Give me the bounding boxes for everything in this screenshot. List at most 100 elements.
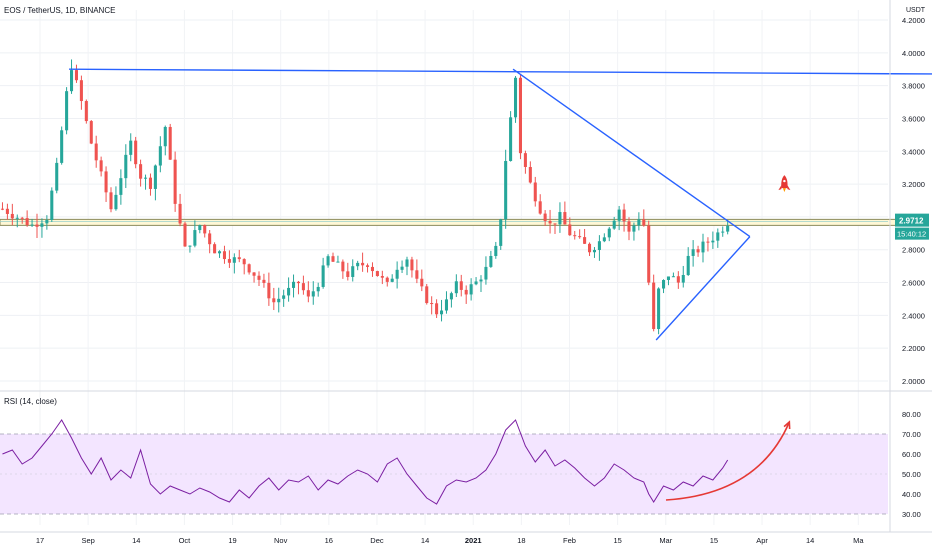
candle-body [134,140,138,165]
time-tick-label: 15 [613,536,621,545]
candle-body [504,160,508,220]
time-tick-label: Mar [659,536,672,545]
price-tick-label: 4.0000 [902,49,925,58]
candle-body [213,244,217,254]
rocket-window [783,179,786,183]
candle-body [326,256,330,266]
candle-body [405,259,409,267]
time-tick-label: 18 [517,536,525,545]
candle-body [20,217,24,219]
resistance-zone-layer [0,218,914,226]
candle-body [193,230,197,246]
candle-body [267,282,271,299]
candle-body [366,265,370,267]
candle-body [296,281,300,284]
candle-body [79,80,83,102]
price-tick-label: 3.6000 [902,114,925,123]
trendline-3[interactable] [655,236,751,341]
rocket-fins [778,185,791,191]
time-tick-label: 17 [36,536,44,545]
price-tick-label: 4.2000 [902,16,925,25]
time-tick-label: 14 [132,536,140,545]
candle-body [518,77,522,154]
candle-body [370,266,374,272]
candle-body [262,279,266,283]
candle-body [588,243,592,253]
candle-body [627,221,631,232]
candle-body [178,203,182,224]
rocket-icon[interactable] [778,175,791,193]
candle-body [74,70,78,81]
candle-body [454,281,458,294]
candle-body [622,209,626,222]
candle-body [30,224,34,226]
candle-body [464,289,468,295]
candle-body [400,266,404,270]
candle-body [681,274,685,283]
candle-body [607,228,611,238]
time-tick-label: Oct [179,536,192,545]
countdown-value: 15:40:12 [897,230,926,239]
candle-body [158,146,162,166]
candle-body [252,272,256,276]
candle-body [70,70,74,92]
candle-body [94,143,98,161]
time-tick-label: Feb [563,536,576,545]
candle-body [543,213,547,221]
candle-body [459,281,463,290]
candle-body [65,91,69,131]
candle-body [89,121,93,144]
curved-arrow-icon[interactable] [665,421,791,501]
trendline-2[interactable] [512,68,751,238]
price-tick-label: 2.8000 [902,246,925,255]
candle-body [5,208,9,214]
candle-body [148,177,152,189]
candle-body [706,241,710,243]
candle-body [232,257,236,263]
time-tick-label: 15 [710,536,718,545]
trendline-layer[interactable] [69,68,932,341]
candle-body [662,280,666,289]
rsi-tick-label: 80.00 [902,410,921,419]
candle-body [657,288,661,330]
candle-body [583,237,587,244]
candle-body [351,266,355,277]
candle-body [578,236,582,238]
candle-body [425,286,429,304]
candle-body [533,182,537,202]
price-tag-box [895,213,929,227]
candle-body [114,194,118,210]
candle-body [287,287,291,296]
price-tick-label: 2.2000 [902,344,925,353]
symbol-title: EOS / TetherUS, 1D, BINANCE [4,6,116,15]
candle-body [721,231,725,233]
candle-body [666,276,670,281]
candle-body [124,154,128,179]
candle-body [282,295,286,299]
candle-body [104,171,108,193]
candle-body [45,219,49,224]
candle-body [395,269,399,279]
candle-body [617,209,621,221]
candle-body [440,310,444,315]
time-tick-label: Nov [274,536,288,545]
resistance-zone[interactable] [0,218,914,226]
candle-body [331,256,335,262]
candle-body [144,177,148,179]
rsi-label: RSI (14, close) [4,397,57,406]
rsi-tick-label: 70.00 [902,430,921,439]
candle-body [35,224,39,227]
annotation-layer[interactable] [665,175,791,501]
candle-body [109,192,113,210]
candles-layer [0,59,730,335]
candle-body [99,160,103,172]
candle-body [602,237,606,242]
candle-body [444,299,448,311]
candle-body [10,213,14,219]
candle-body [139,164,143,179]
candle-body [716,232,720,241]
candle-body [385,277,389,282]
candle-body [435,303,439,315]
rsi-series-line [2,419,729,505]
